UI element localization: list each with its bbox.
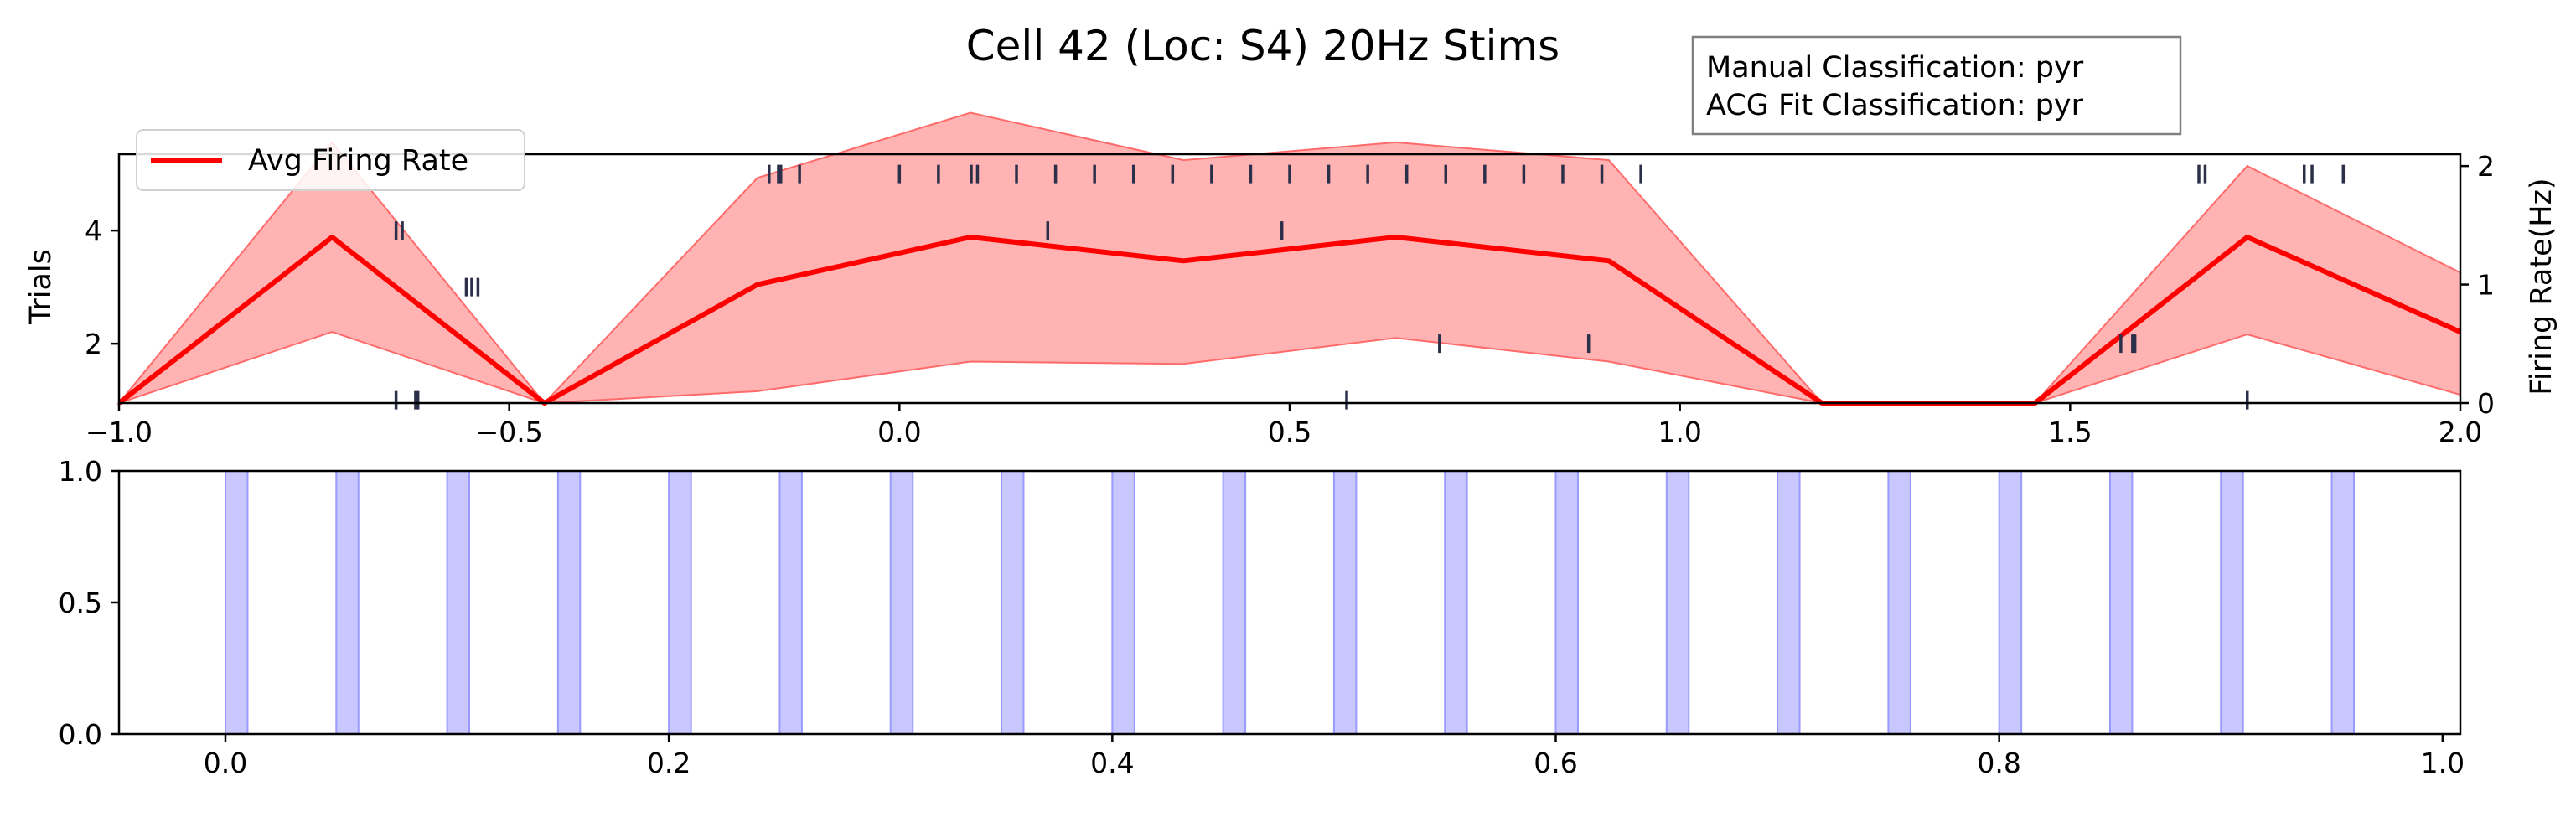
x-tick-label: 0.0 [204,747,247,779]
firing-rate-tick-label: 2 [2477,150,2495,183]
acg-classification-text: ACG Fit Classification: pyr [1706,89,2084,122]
x-tick-label: −0.5 [476,416,543,448]
stim-window [1887,470,1911,735]
stim-window [2108,470,2134,735]
firing-rate-panel: −1.0 −0.5 0.0 0.5 1.0 1.5 2.0 24 012 Trials Fi… [24,111,2558,448]
x-tick-label: 0.0 [877,416,921,448]
stim-window [1554,470,1579,735]
chart-title: Cell 42 (Loc: S4) 20Hz Stims [966,22,1560,70]
stim-window [778,470,803,735]
avg-firing-rate-line [117,235,2462,406]
trials-tick-label: 4 [85,215,102,247]
legend-label-avg-firing-rate: Avg Firing Rate [248,144,468,178]
spike-raster [394,164,2346,410]
stim-window [2330,470,2356,735]
stim-window [1001,470,1025,735]
bottom-axes-frame [117,469,2462,736]
y-tick-label: 0.0 [59,718,102,751]
classification-box: Manual Classification: pyr ACG Fit Class… [1691,35,2182,136]
x-tick-label: 1.0 [2421,747,2465,779]
x-tick-label: 0.2 [647,747,691,779]
top-x-axis: −1.0 −0.5 0.0 0.5 1.0 1.5 2.0 [85,403,2482,448]
x-tick-label: 0.5 [1268,416,1311,448]
x-tick-label: 1.5 [2048,416,2092,448]
stimulus-panel: 0.0 0.2 0.4 0.6 0.8 1.0 0.0 0.5 1.0 [59,455,2465,779]
manual-classification-text: Manual Classification: pyr [1706,51,2084,85]
stim-window [1332,470,1358,735]
stim-window [1222,470,1247,735]
stim-window [1777,470,1801,735]
stim-window [446,470,471,735]
stim-window [889,470,914,735]
stim-window [668,470,692,735]
firing-rate-tick-label: 1 [2477,269,2495,302]
firing-rate-axis: 0 1 2 [2460,150,2495,420]
bottom-y-axis: 0.0 0.5 1.0 [59,455,119,751]
trials-tick-label: 2 [85,328,102,360]
x-tick-label: 0.6 [1534,747,1577,779]
bottom-x-axis: 0.0 0.2 0.4 0.6 0.8 1.0 [204,734,2465,779]
x-tick-label: 0.8 [1977,747,2020,779]
x-tick-label: 0.4 [1090,747,1134,779]
y-tick-label: 1.0 [59,455,102,488]
stim-window [1111,470,1135,735]
x-tick-label: 2.0 [2439,416,2482,448]
stimulus-bars [225,470,2356,735]
stim-window [2220,470,2244,735]
firing-rate-axis-label: Firing Rate(Hz) [2525,178,2558,395]
stim-window [335,470,360,735]
stim-window [556,470,582,735]
stim-window [1444,470,1468,735]
legend: Avg Firing Rate [136,129,525,191]
stim-window [225,470,249,735]
firing-rate-line-group [117,235,2462,406]
y-tick-label: 0.5 [59,587,102,619]
x-tick-label: −1.0 [85,416,153,448]
trials-axis: 24 [85,215,119,360]
stim-window [1665,470,1690,735]
stim-window [1998,470,2023,735]
x-tick-label: 1.0 [1658,416,1701,448]
trials-axis-label: Trials [24,249,58,325]
firing-rate-tick-label: 0 [2477,387,2495,420]
